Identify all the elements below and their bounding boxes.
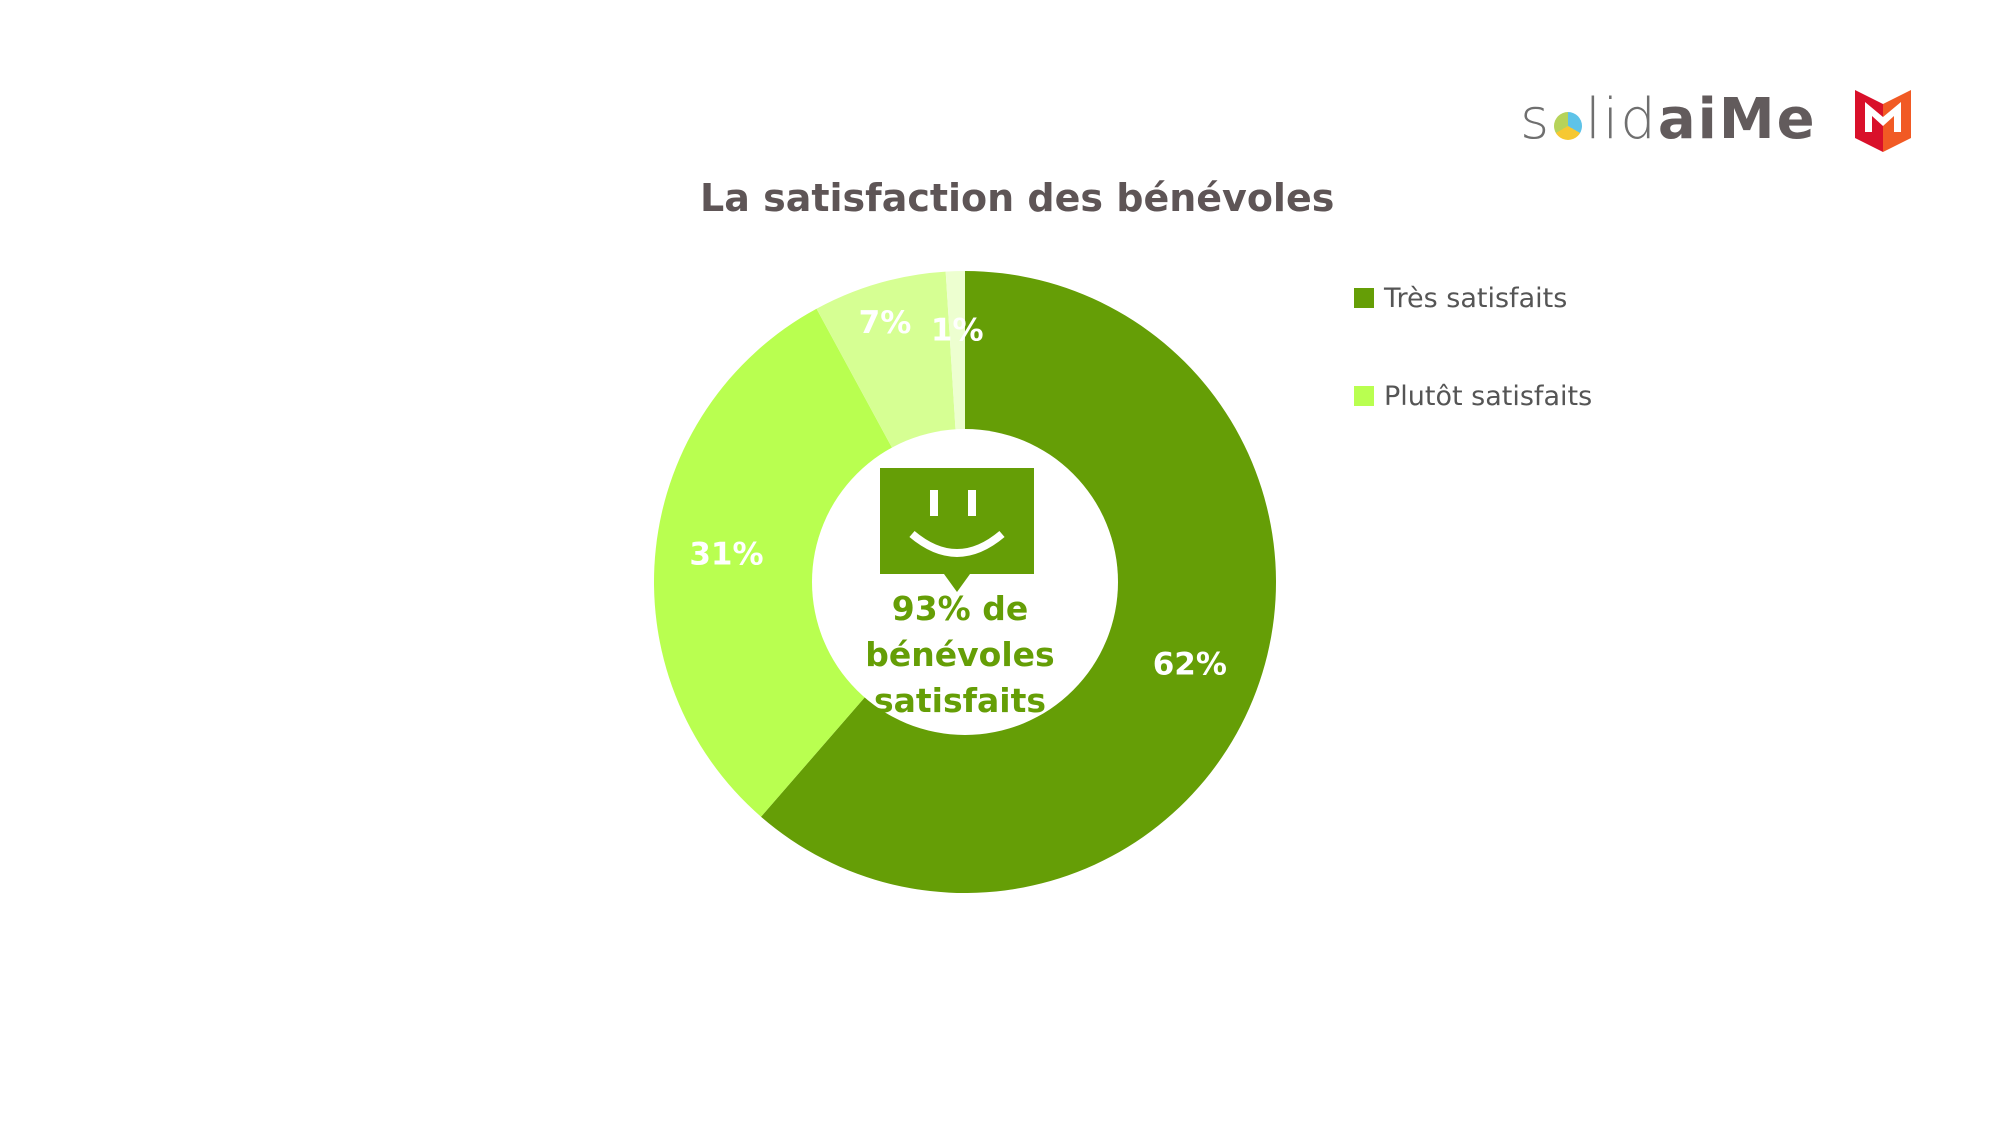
legend-item-tres-satisfaits: Très satisfaits (1354, 278, 1567, 318)
legend-swatch (1354, 386, 1374, 406)
slice-label-3: 7% (859, 305, 912, 341)
slice-labels: 62% 31% 7% 1% (689, 305, 1227, 683)
logo-text-light: s lid (1520, 87, 1658, 152)
logo-text-bold: aiMe (1657, 87, 1817, 152)
slice-label-1: 62% (1153, 647, 1227, 683)
slice-label-2: 31% (689, 536, 763, 572)
center-line-3: satisfaits (874, 681, 1046, 720)
chart-title: La satisfaction des bénévoles (700, 176, 1335, 220)
center-summary: 93% de bénévoles satisfaits (835, 586, 1085, 724)
center-line-2: bénévoles (865, 635, 1055, 674)
legend-item-plutot-satisfaits: Plutôt satisfaits (1354, 376, 1592, 416)
solidaime-logo: s lidaiMe (1520, 92, 1817, 148)
legend-label: Très satisfaits (1384, 282, 1568, 314)
legend-swatch (1354, 288, 1374, 308)
legend-label: Plutôt satisfaits (1384, 380, 1593, 412)
m-mark-logo-letter (1865, 102, 1901, 132)
center-line-1: 93% de (891, 589, 1029, 628)
donut-slice-2 (654, 308, 965, 817)
logo-dot-icon (1554, 112, 1583, 140)
smiley-speech-bubble-icon (880, 468, 1034, 592)
m-mark-logo (1855, 90, 1911, 152)
slice-label-4: 1% (931, 313, 984, 349)
